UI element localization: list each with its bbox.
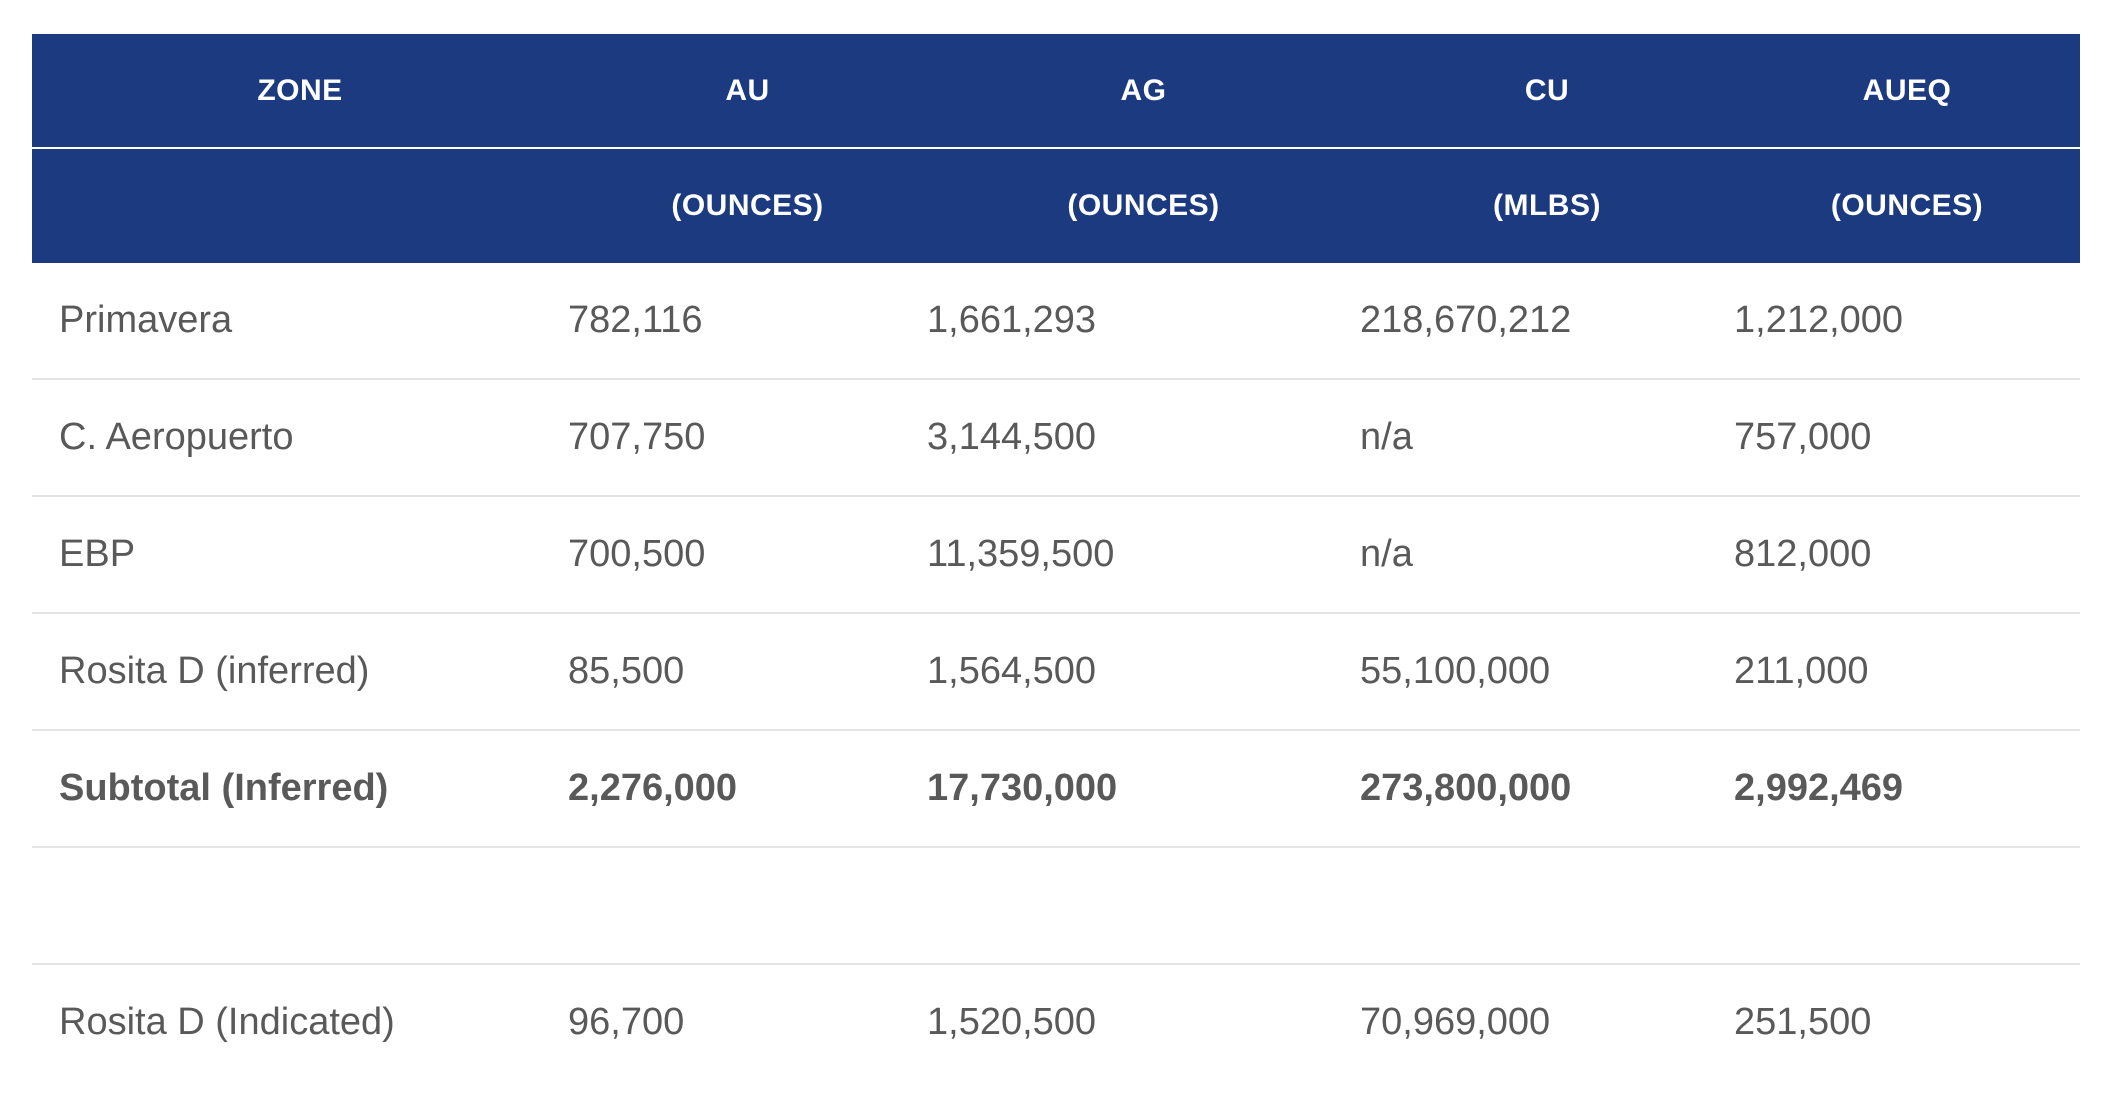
subtotal-label: Subtotal (Inferred): [59, 767, 389, 809]
ag-cell: 1,661,293: [927, 299, 1097, 341]
subtotal-cu: 273,800,000: [1360, 767, 1572, 809]
ag-cell: 3,144,500: [927, 416, 1097, 458]
cu-cell: 70,969,000: [1360, 1001, 1551, 1043]
header-cu: CU: [1524, 73, 1570, 107]
subtotal-row: Subtotal (Inferred) 2,276,000 17,730,000…: [32, 731, 2080, 848]
header-ag: AG: [1120, 73, 1167, 107]
cu-cell: n/a: [1360, 416, 1413, 458]
resource-table: ZONE AU AG CU AUEQ (OUNCES) (OUNCES) (ML…: [32, 34, 2080, 1080]
au-cell: 700,500: [568, 533, 706, 575]
indicated-row: Rosita D (Indicated) 96,700 1,520,500 70…: [32, 965, 2080, 1080]
zone-cell: Rosita D (Indicated): [59, 1001, 395, 1043]
header-aueq-unit: (OUNCES): [1830, 189, 1984, 222]
header-aueq: AUEQ: [1862, 73, 1952, 107]
table-row: Rosita D (inferred) 85,500 1,564,500 55,…: [32, 614, 2080, 731]
cu-cell: 218,670,212: [1360, 299, 1572, 341]
au-cell: 782,116: [568, 299, 703, 341]
cu-cell: 55,100,000: [1360, 650, 1551, 692]
au-cell: 96,700: [568, 1001, 685, 1043]
header-au-unit: (OUNCES): [671, 189, 824, 222]
empty-row: [32, 848, 2080, 965]
zone-cell: C. Aeropuerto: [59, 416, 294, 458]
subtotal-ag: 17,730,000: [927, 767, 1118, 809]
aueq-cell: 757,000: [1734, 416, 1872, 458]
au-cell: 707,750: [568, 416, 706, 458]
header-zone: ZONE: [257, 73, 343, 107]
header-ag-unit: (OUNCES): [1067, 189, 1220, 222]
zone-cell: EBP: [59, 533, 136, 575]
aueq-cell: 251,500: [1734, 1001, 1872, 1043]
header-row-units: (OUNCES) (OUNCES) (MLBS) (OUNCES): [32, 149, 2080, 263]
table-row: EBP 700,500 11,359,500 n/a 812,000: [32, 497, 2080, 614]
zone-cell: Primavera: [59, 299, 233, 341]
aueq-cell: 1,212,000: [1734, 299, 1904, 341]
zone-cell: Rosita D (inferred): [59, 650, 370, 692]
aueq-cell: 812,000: [1734, 533, 1872, 575]
cu-cell: n/a: [1360, 533, 1413, 575]
header-au: AU: [725, 73, 770, 107]
table-row: C. Aeropuerto 707,750 3,144,500 n/a 757,…: [32, 380, 2080, 497]
header-cu-unit: (MLBS): [1493, 189, 1601, 222]
ag-cell: 11,359,500: [927, 533, 1115, 575]
ag-cell: 1,564,500: [927, 650, 1097, 692]
au-cell: 85,500: [568, 650, 685, 692]
table-row: Primavera 782,116 1,661,293 218,670,212 …: [32, 263, 2080, 380]
subtotal-au: 2,276,000: [568, 767, 738, 809]
subtotal-aueq: 2,992,469: [1734, 767, 1904, 809]
header-row-units-top: ZONE AU AG CU AUEQ: [32, 34, 2080, 149]
ag-cell: 1,520,500: [927, 1001, 1097, 1043]
aueq-cell: 211,000: [1734, 650, 1869, 692]
